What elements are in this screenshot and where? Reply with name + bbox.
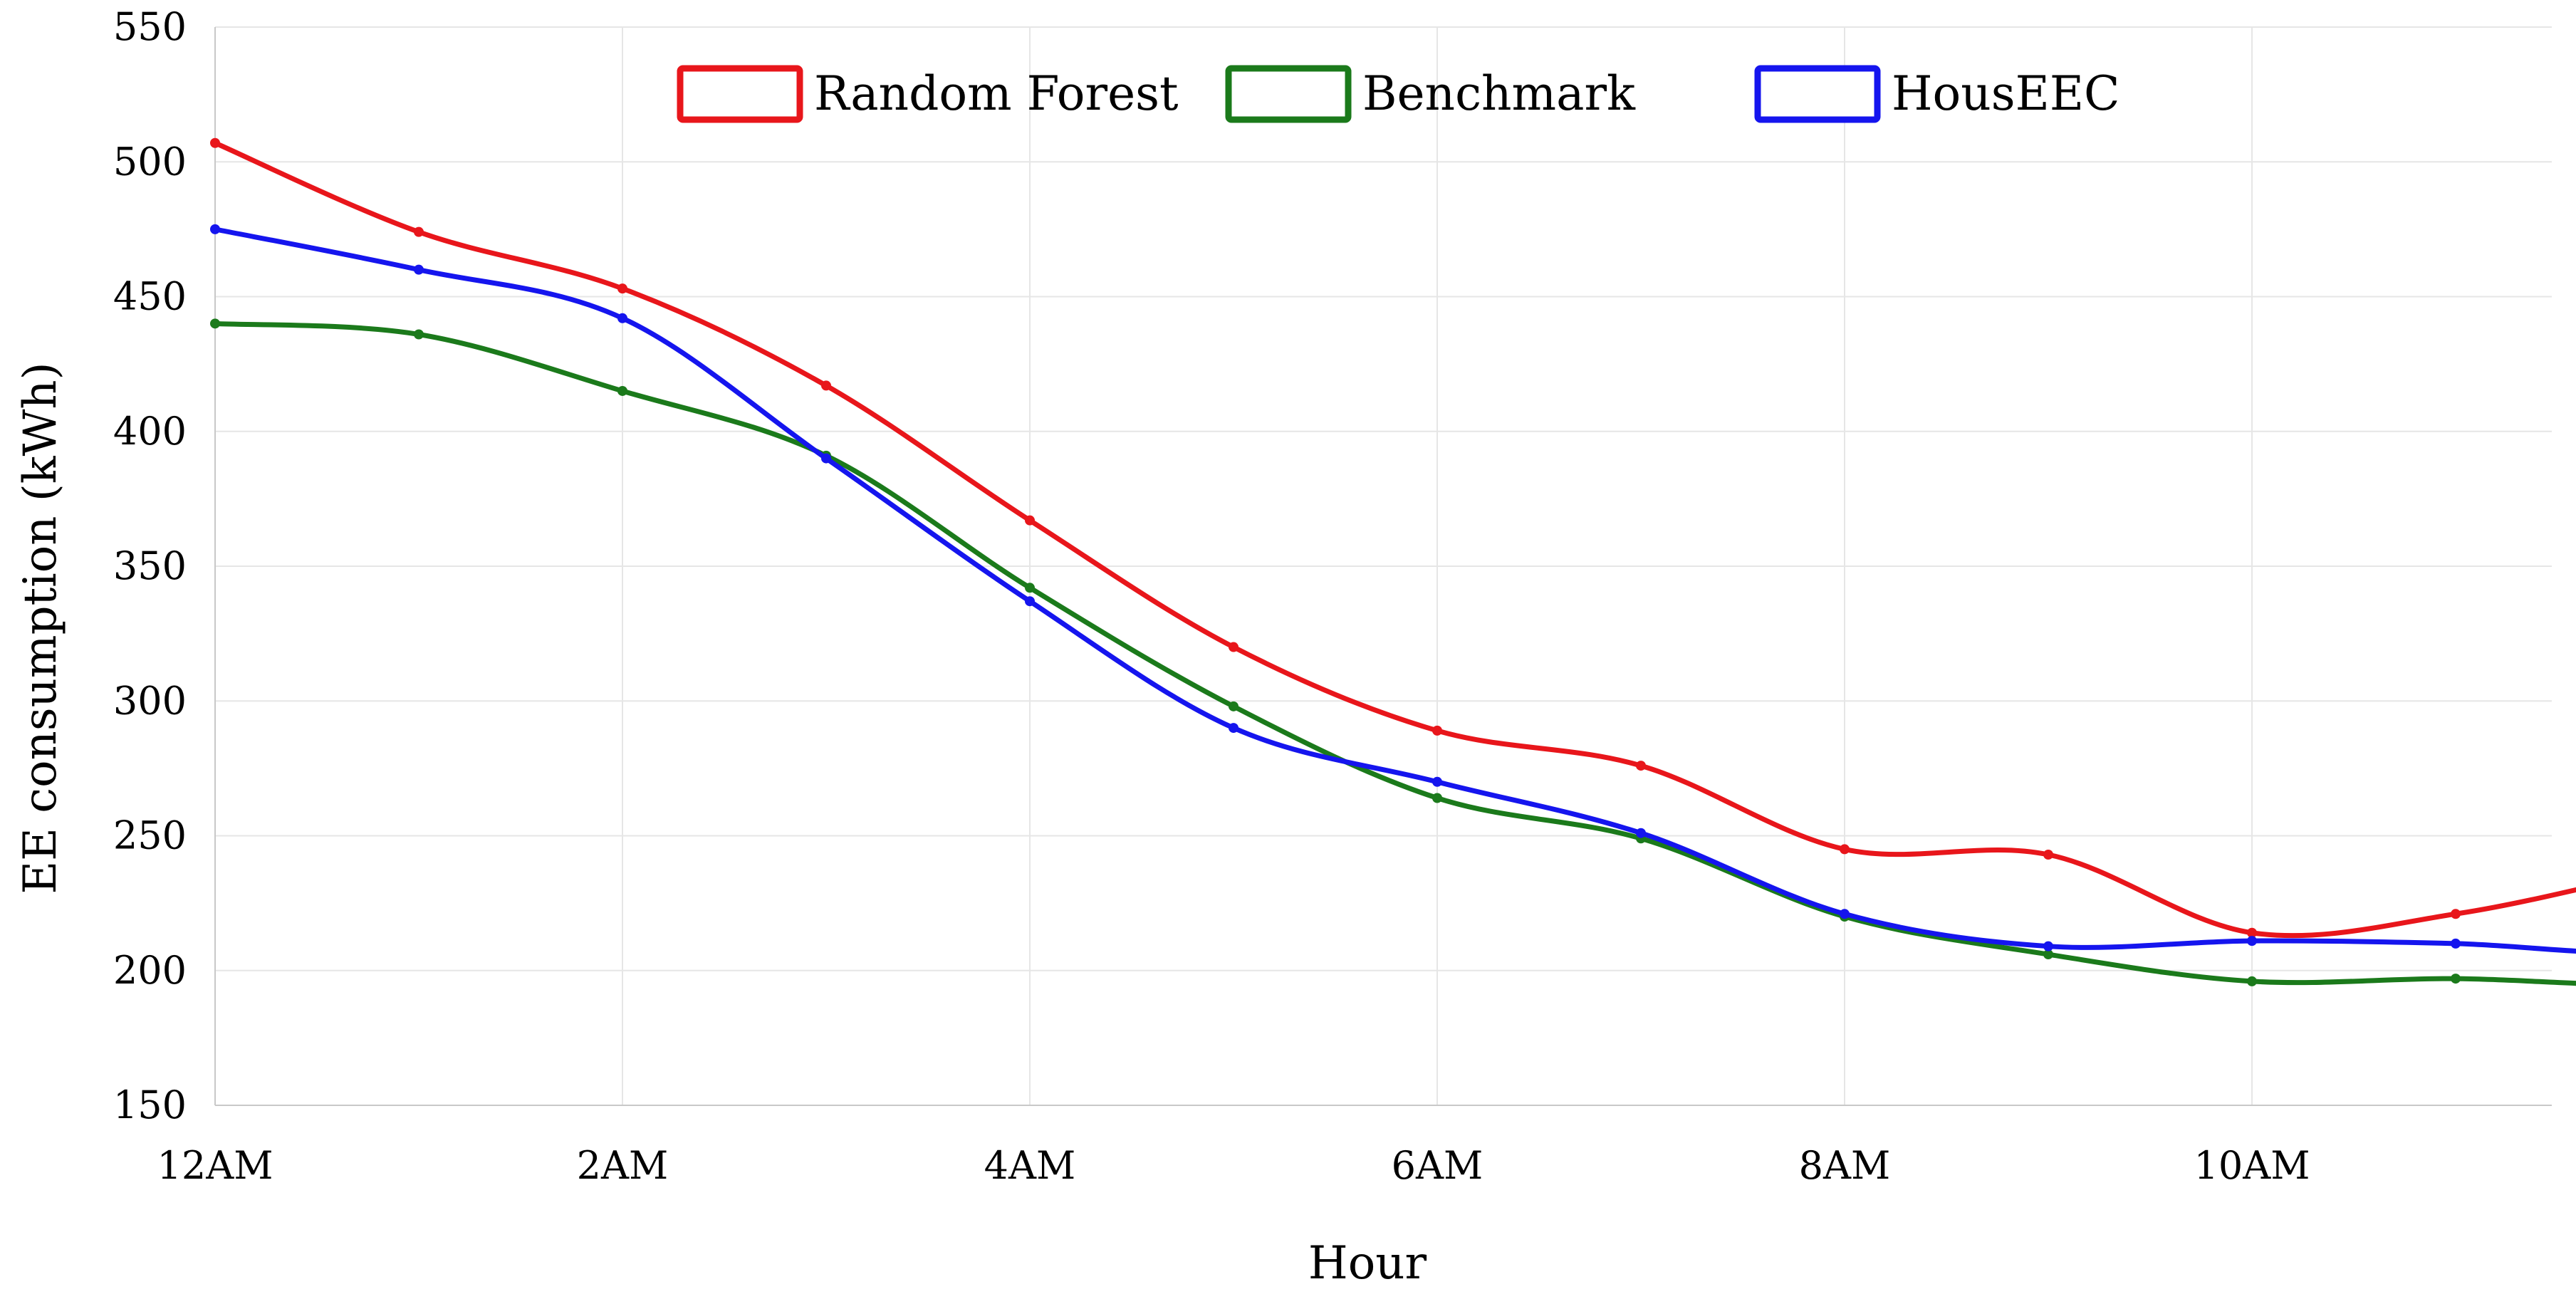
data-point-benchmark [210, 318, 220, 329]
y-tick-label: 450 [113, 274, 187, 319]
data-point-houseec [210, 224, 220, 234]
axes [214, 27, 2552, 1106]
data-point-random-forest [2043, 849, 2053, 860]
series-line-benchmark [212, 320, 2576, 986]
y-axis-title: EE consumption (kWh) [14, 362, 67, 894]
legend: Random Forest Benchmark HousEEC [677, 65, 2120, 123]
data-point-random-forest [210, 137, 220, 148]
data-point-random-forest [821, 380, 831, 391]
x-tick-label: 6AM [1392, 1143, 1483, 1188]
x-tick-label: 12AM [157, 1143, 273, 1188]
data-point-houseec [1025, 596, 1035, 607]
data-point-houseec [1840, 909, 1850, 919]
data-point-benchmark [1025, 583, 1035, 593]
legend-label-random-forest: Random Forest [814, 66, 1179, 121]
y-tick-label: 350 [113, 543, 187, 588]
legend-swatch-benchmark [1225, 65, 1352, 123]
data-point-houseec [821, 453, 831, 464]
data-point-benchmark [2043, 949, 2053, 960]
data-point-random-forest [1229, 642, 1239, 652]
series-houseec [210, 224, 2576, 954]
series-line-random-forest [212, 140, 2576, 939]
legend-item-random-forest: Random Forest [677, 65, 1179, 123]
data-point-random-forest [1840, 844, 1850, 855]
data-point-random-forest [414, 226, 424, 237]
data-point-random-forest [1432, 725, 1442, 736]
series [210, 137, 2576, 986]
x-axis-ticks: 12AM2AM4AM6AM8AM10AM12PM2PM4PM6PM8PM10PM [157, 1143, 2310, 1188]
data-point-random-forest [2247, 927, 2257, 938]
data-point-houseec [414, 264, 424, 275]
data-point-houseec [617, 313, 627, 323]
data-point-random-forest [1025, 515, 1035, 526]
data-point-houseec [1229, 723, 1239, 734]
y-tick-label: 250 [113, 813, 187, 858]
data-point-benchmark [617, 385, 627, 396]
data-point-random-forest [1636, 761, 1646, 771]
series-line-houseec [212, 226, 2576, 954]
data-point-benchmark [1229, 701, 1239, 711]
data-point-benchmark [414, 329, 424, 340]
data-point-benchmark [2247, 976, 2257, 986]
data-point-random-forest [617, 283, 627, 294]
data-point-benchmark [1432, 793, 1442, 803]
legend-item-houseec: HousEEC [1754, 65, 2120, 123]
x-axis-title: Hour [1308, 1237, 1427, 1290]
x-tick-label: 10AM [2194, 1143, 2310, 1188]
series-random-forest [210, 137, 2576, 939]
data-point-benchmark [2451, 974, 2461, 984]
y-tick-label: 150 [113, 1083, 187, 1127]
y-tick-label: 300 [113, 678, 187, 723]
data-point-houseec [1636, 828, 1646, 838]
x-tick-label: 8AM [1799, 1143, 1891, 1188]
grid [214, 26, 2552, 1106]
data-point-random-forest [2451, 909, 2461, 919]
data-point-houseec [2247, 936, 2257, 946]
data-point-houseec [2451, 938, 2461, 949]
legend-label-benchmark: Benchmark [1362, 66, 1636, 121]
y-tick-label: 200 [113, 948, 187, 993]
x-tick-label: 2AM [577, 1143, 669, 1188]
y-tick-label: 500 [113, 139, 187, 184]
legend-label-houseec: HousEEC [1892, 66, 2120, 121]
legend-item-benchmark: Benchmark [1225, 65, 1636, 123]
data-point-houseec [2043, 941, 2053, 951]
legend-swatch-random-forest [677, 65, 803, 123]
series-benchmark [210, 318, 2576, 986]
y-tick-label: 550 [113, 4, 187, 49]
y-tick-label: 400 [113, 409, 187, 454]
y-axis-ticks: 150 200 250 300 350 400 450 500 550 [113, 4, 187, 1127]
x-tick-label: 4AM [984, 1143, 1076, 1188]
data-point-houseec [1432, 776, 1442, 787]
legend-swatch-houseec [1754, 65, 1881, 123]
